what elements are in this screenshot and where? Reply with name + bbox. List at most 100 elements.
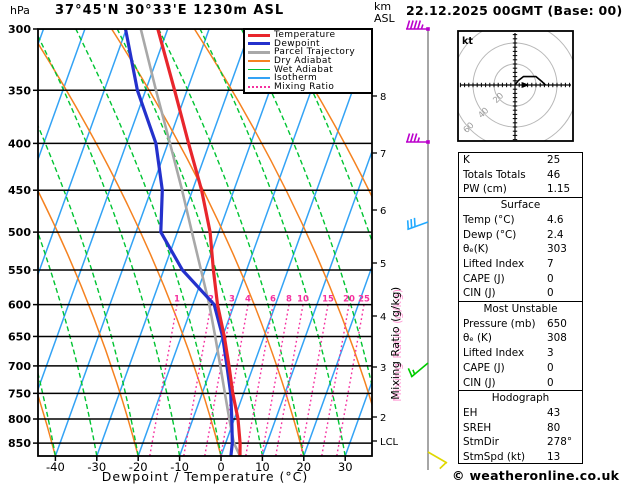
table-row: θₑ (K) 308 [459,331,582,346]
mixing-ratio-value-label: 25 [358,295,370,305]
table-row-label: CIN (J) [463,287,496,300]
table-row-label: EH [463,406,478,419]
table-row-value: 0 [547,272,554,285]
temperature-tick-label: 0 [217,460,224,474]
table-section-header: Most Unstable [483,303,558,316]
isotherm-line [261,149,372,456]
pressure-tick-label: 600 [8,299,31,312]
legend-line-sample [248,85,270,88]
table-row-value: 4.6 [547,213,564,226]
table-row: Dewp (°C) 2.4 [459,228,582,243]
table-row-label: Temp (°C) [463,213,515,226]
altitude-axis-unit-km: km [374,0,392,13]
temperature-tick-label: 10 [255,460,270,474]
altitude-axis-unit: km ASL [374,1,395,25]
mixing-ratio-axis-label-ghost: Mixing Ratio (g/kg) [391,288,404,401]
legend-label: Dewpoint [274,38,320,49]
altitude-tick-label: 5 [380,259,386,270]
isotherm-line [220,34,372,456]
pressure-tick-label: 650 [8,330,31,343]
table-row: EH 43 [459,406,582,421]
mixing-ratio-line [220,304,249,456]
table-row-value: 278° [547,436,573,449]
mixing-ratio-value-label: 1 [174,295,180,305]
legend-line-sample [248,50,270,55]
dry-adiabat-line [193,29,372,408]
pressure-tick-label: 550 [8,264,31,277]
table-section: Surface Temp (°C) 4.6 Dewp (°C) 2.4 θₑ(K) 303 L… [459,197,582,301]
storm-motion-arrow [521,82,530,88]
mixing-ratio-value-label: 4 [245,295,251,305]
table-row-label: Dewp (°C) [463,228,517,241]
table-row-value: 46 [547,168,561,181]
page-title: 37°45'N 30°33'E 1230m ASL [55,3,285,18]
hodograph-unit-label: kt [462,36,473,47]
temperature-tick-label: -40 [46,460,65,474]
hodograph-ring-label: 20 [491,91,506,106]
table-row-value: 308 [547,332,567,345]
legend-label: Mixing Ratio [274,81,335,92]
dry-adiabat-line [111,29,305,456]
table-row-label: CAPE (J) [463,272,505,285]
skewt-background-lines [0,29,372,456]
isotherm-line [96,29,252,456]
pressure-axis-unit: hPa [10,4,30,17]
wet-adiabat-line [38,230,98,456]
chart-legend: Temperature Dewpoint Parcel Trajectory Dry … [243,28,373,94]
legend-item: Parcel Trajectory [245,47,371,58]
table-section: K 25 Totals Totals 46 PW (cm) 1.15 [459,153,582,197]
table-row-label: θₑ (K) [463,332,492,345]
table-row-label: Totals Totals [463,168,526,181]
dry-adiabat-line [38,189,139,456]
altitude-tick-label: 4 [380,312,386,323]
pressure-tick-label: 450 [8,184,31,197]
table-row-label: Lifted Index [463,257,525,270]
table-row-value: 303 [547,243,567,256]
mixing-ratio-value-label: 6 [270,295,276,305]
mixing-ratio-axis-label: Mixing Ratio (g/kg) [389,286,402,399]
legend-item: Mixing Ratio [245,81,371,92]
parcel-trajectory-curve [139,29,242,456]
legend-label: Dry Adiabat [274,56,332,67]
isotherm-line [178,29,335,456]
table-section: Hodograph EH 43 SREH 80 StmDir 278° StmSpd (kt)… [459,390,582,465]
table-row: Lifted Index 7 [459,257,582,272]
table-row: Temp (°C) 4.6 [459,213,582,228]
temperature-tick-label: -10 [170,460,189,474]
table-row: StmSpd (kt) 13 [459,450,582,465]
temperature-tick-label: 20 [296,460,311,474]
mixing-ratio-line [245,304,274,456]
table-section-header: Surface [500,199,541,212]
skewt-chart: 1 2 3 4 6 8 10 15 20 2530035040045050055060065070… [0,20,448,484]
table-row-label: Pressure (mb) [463,317,536,330]
table-row-value: 25 [547,154,561,166]
altitude-tick-label: 7 [380,149,386,160]
wind-barb [406,20,430,31]
altitude-axis-unit-asl: ASL [374,12,395,25]
wet-adiabat-line [38,34,181,456]
table-row: CIN (J) 0 [459,376,582,391]
altitude-tick-label: 3 [380,363,386,374]
legend-item: Dry Adiabat [245,56,371,67]
wind-barb [427,451,448,470]
wind-barb [406,133,430,144]
legend-item: Wet Adiabat [245,64,371,75]
table-row: CIN (J) 0 [459,286,582,301]
isotherm-line [54,29,210,456]
legend-label: Parcel Trajectory [274,47,356,58]
legend-label: Wet Adiabat [274,64,334,75]
isotherm-line [0,29,2,456]
legend-line-sample [248,33,270,37]
datetime-title: 22.12.2025 00GMT (Base: 00) [406,3,623,18]
table-row-label: CAPE (J) [463,361,505,374]
table-section-header: Hodograph [491,392,550,405]
mixing-ratio-value-label: 3 [229,295,235,305]
table-row-label: StmDir [463,436,499,449]
legend-line-sample [248,68,270,71]
hodograph-wind-trace [514,75,547,86]
table-row: Totals Totals 46 [459,168,582,183]
temperature-curve [156,29,242,456]
table-row: Lifted Index 3 [459,346,582,361]
table-row-label: SREH [463,421,492,434]
